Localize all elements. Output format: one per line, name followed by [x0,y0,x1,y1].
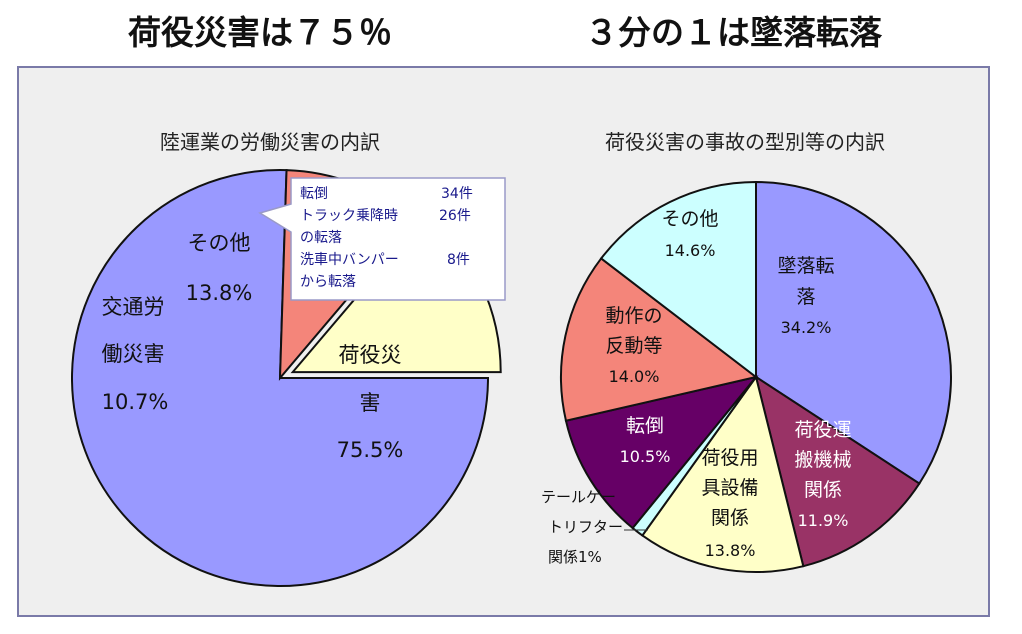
left-callout: 転倒 34件 トラック乗降時 26件 の転落 洗車中バンパー 8件 から転落 [258,177,506,301]
right-label-other: その他 [661,208,718,230]
left-label-nieki-2: 害 [360,391,381,415]
right-pie [560,180,952,573]
left-label-traffic-1: 交通労 [102,295,165,319]
left-pct-traffic: 10.7% [102,390,169,414]
left-pct-other: 13.8% [186,281,253,305]
right-label-fall-2: 落 [796,286,815,308]
right-pct-fall: 34.2% [781,318,832,337]
right-label-motion-1: 動作の [605,305,662,327]
right-label-machine-1: 荷役運 [794,419,851,441]
right-chart-title: 荷役災害の事故の型別等の内訳 [605,130,885,154]
right-label-equipment-1: 荷役用 [701,447,758,469]
right-pct-equipment: 13.8% [705,541,756,560]
callout-box [258,177,506,301]
right-pct-trip: 10.5% [620,447,671,466]
right-label-motion-2: 反動等 [605,335,662,357]
pie2-slice-5 [560,257,759,422]
callout-line-3: の転落 [300,230,342,246]
right-pct-motion: 14.0% [609,367,660,386]
pie2-slice-1 [754,374,921,568]
left-heading: 荷役災害は７５％ [128,13,392,52]
left-pct-nieki: 75.5% [337,438,404,462]
callout-line-4: 洗車中バンパー [300,251,399,268]
pie1-slice-0 [71,169,490,587]
right-label-equipment-3: 関係 [711,507,749,529]
callout-count-1: 34件 [441,186,473,202]
pie2-slice-2 [640,374,805,573]
right-heading: ３分の１は墜落転落 [585,13,882,52]
left-label-nieki-1: 荷役災 [339,343,402,367]
pie2-slice-6 [599,180,757,380]
right-label-tailgate-3: 関係1% [548,548,602,566]
right-label-fall-1: 墜落転 [777,255,834,277]
left-label-traffic-2: 働災害 [102,342,165,366]
callout-count-2: 26件 [439,208,471,224]
right-pct-other: 14.6% [665,241,716,260]
pie2-slice-4 [564,375,759,530]
right-pct-machine: 11.9% [798,511,849,530]
right-label-tailgate-1: テールゲー [541,488,616,506]
right-label-machine-3: 関係 [804,479,842,501]
callout-count-4: 8件 [447,252,470,268]
left-label-other: その他 [188,231,251,255]
callout-line-1: 転倒 [300,186,328,202]
right-label-equipment-2: 具設備 [701,477,758,499]
right-label-machine-2: 搬機械 [794,449,851,471]
right-label-trip: 転倒 [626,415,664,437]
callout-line-5: から転落 [300,274,356,290]
callout-line-2: トラック乗降時 [300,208,398,224]
left-chart-title: 陸運業の労働災害の内訳 [160,130,380,154]
right-label-tailgate-2: トリフター [548,518,623,536]
